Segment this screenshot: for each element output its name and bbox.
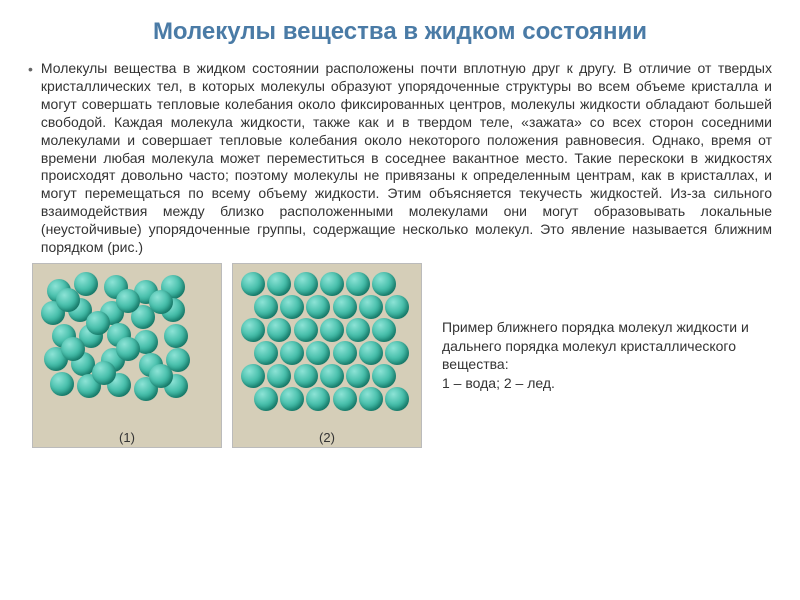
molecule-sphere bbox=[254, 295, 278, 319]
molecule-sphere bbox=[254, 387, 278, 411]
page-title: Молекулы вещества в жидком состоянии bbox=[28, 18, 772, 46]
diagram-panel-crystal: (2) bbox=[232, 263, 422, 448]
molecule-sphere bbox=[372, 272, 396, 296]
molecule-sphere bbox=[149, 364, 173, 388]
molecule-sphere bbox=[372, 318, 396, 342]
molecule-sphere bbox=[294, 318, 318, 342]
molecule-sphere bbox=[267, 364, 291, 388]
molecule-sphere bbox=[61, 337, 85, 361]
lower-row: (1) (2) Пример ближнего порядка молекул … bbox=[28, 263, 772, 448]
molecule-sphere bbox=[359, 341, 383, 365]
diagram-pair: (1) (2) bbox=[32, 263, 422, 448]
molecule-sphere bbox=[241, 364, 265, 388]
molecule-sphere bbox=[385, 295, 409, 319]
molecule-sphere bbox=[333, 295, 357, 319]
molecule-sphere bbox=[320, 364, 344, 388]
molecule-sphere bbox=[116, 337, 140, 361]
molecule-sphere bbox=[294, 364, 318, 388]
molecule-sphere bbox=[359, 387, 383, 411]
panel-label-1: (1) bbox=[119, 430, 135, 445]
molecule-sphere bbox=[333, 387, 357, 411]
molecule-sphere bbox=[320, 272, 344, 296]
molecule-sphere bbox=[306, 295, 330, 319]
bullet-icon: • bbox=[28, 61, 33, 79]
molecule-sphere bbox=[320, 318, 344, 342]
molecule-sphere bbox=[267, 318, 291, 342]
molecule-sphere bbox=[56, 288, 80, 312]
molecule-sphere bbox=[280, 295, 304, 319]
molecule-sphere bbox=[254, 341, 278, 365]
molecule-sphere bbox=[346, 318, 370, 342]
main-paragraph: Молекулы вещества в жидком состоянии рас… bbox=[41, 60, 772, 257]
molecule-sphere bbox=[372, 364, 396, 388]
molecule-sphere bbox=[241, 272, 265, 296]
molecule-sphere bbox=[346, 272, 370, 296]
diagram-panel-liquid: (1) bbox=[32, 263, 222, 448]
molecule-sphere bbox=[92, 361, 116, 385]
molecule-sphere bbox=[164, 324, 188, 348]
molecule-sphere bbox=[294, 272, 318, 296]
paragraph-block: • Молекулы вещества в жидком состоянии р… bbox=[28, 60, 772, 257]
molecule-sphere bbox=[280, 387, 304, 411]
molecule-sphere bbox=[267, 272, 291, 296]
molecule-sphere bbox=[116, 289, 140, 313]
panel-label-2: (2) bbox=[319, 430, 335, 445]
molecule-sphere bbox=[306, 387, 330, 411]
molecule-sphere bbox=[280, 341, 304, 365]
molecule-sphere bbox=[333, 341, 357, 365]
molecule-sphere bbox=[241, 318, 265, 342]
molecule-sphere bbox=[306, 341, 330, 365]
molecule-sphere bbox=[385, 341, 409, 365]
diagram-caption: Пример ближнего порядка молекул жидкости… bbox=[442, 318, 772, 394]
molecule-sphere bbox=[359, 295, 383, 319]
molecule-sphere bbox=[50, 372, 74, 396]
molecule-sphere bbox=[385, 387, 409, 411]
molecule-sphere bbox=[346, 364, 370, 388]
